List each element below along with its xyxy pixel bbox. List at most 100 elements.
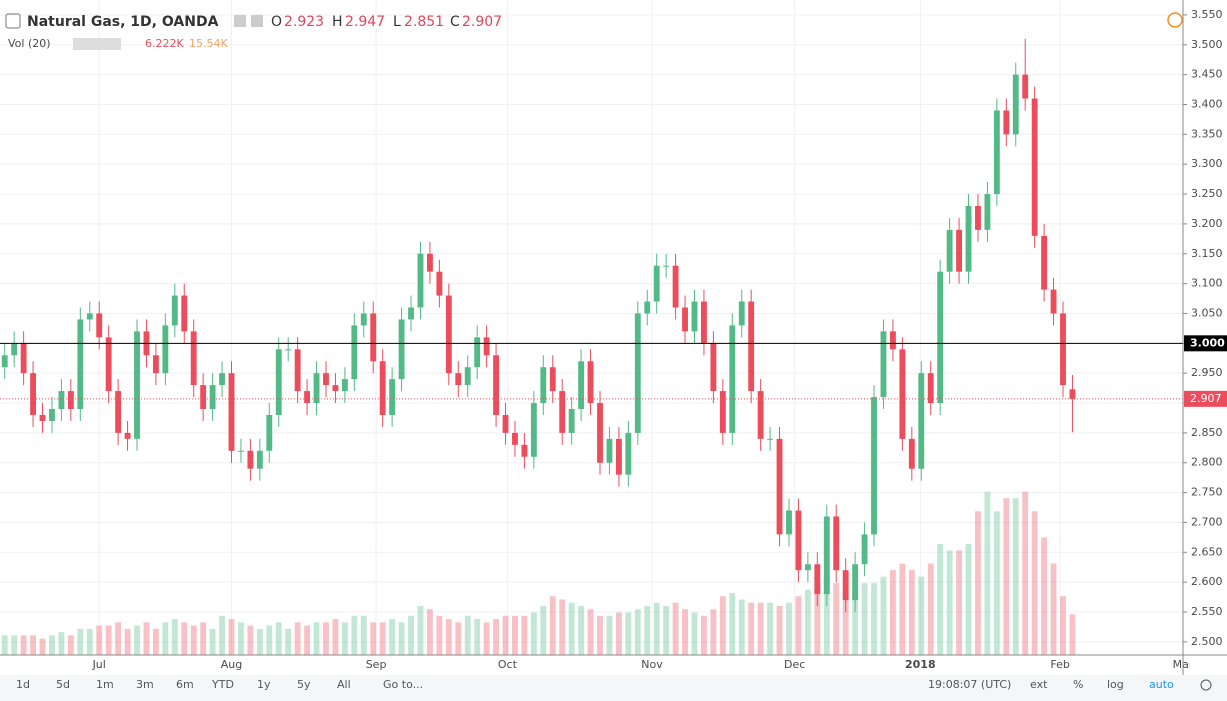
chart-title: Natural Gas, 1D, OANDA	[27, 14, 219, 30]
range-button[interactable]: 3m	[136, 678, 154, 691]
candle-body	[795, 510, 802, 571]
volume-bar	[606, 615, 613, 655]
volume-bar	[984, 491, 991, 655]
ohlc-label: O	[271, 14, 282, 30]
candle-body	[266, 414, 273, 451]
option-button[interactable]: ext	[1030, 678, 1048, 691]
candle-body	[823, 516, 830, 595]
volume-title: Vol (20)	[8, 37, 51, 50]
x-tick-label: Nov	[641, 658, 663, 671]
volume-bar	[748, 602, 755, 655]
volume-bar	[304, 625, 311, 655]
y-tick-label: 2.750	[1191, 486, 1223, 499]
range-button[interactable]: 1m	[96, 678, 114, 691]
volume-bar	[1041, 537, 1048, 655]
settings-icon[interactable]	[234, 15, 246, 27]
volume-bar	[701, 615, 707, 655]
y-tick-label: 2.850	[1191, 426, 1223, 439]
ohlc-value: 2.907	[462, 14, 502, 30]
candle-body	[540, 367, 547, 404]
volume-bar	[474, 619, 481, 655]
volume-bar	[1012, 498, 1019, 655]
volume-bar	[776, 606, 783, 655]
volume-bar	[540, 606, 547, 655]
y-tick-label: 3.250	[1191, 187, 1223, 200]
volume-bar	[908, 570, 915, 655]
range-button[interactable]: 6m	[176, 678, 194, 691]
volume-bar	[663, 606, 670, 655]
candle-body	[672, 265, 679, 308]
candle-body	[1012, 74, 1019, 135]
alert-icon[interactable]	[1167, 12, 1183, 28]
candle-body	[455, 373, 462, 386]
volume-bar	[738, 599, 745, 655]
range-button[interactable]: YTD	[211, 678, 234, 691]
candle-body	[11, 343, 18, 356]
y-tick-label: 3.500	[1191, 38, 1223, 51]
candle-body	[918, 373, 925, 469]
volume-bar	[96, 625, 103, 655]
candle-body	[39, 414, 46, 421]
volume-bar	[389, 619, 396, 655]
range-button[interactable]: 1d	[16, 678, 30, 691]
candle-body	[351, 325, 358, 380]
candle-body	[134, 331, 140, 439]
volume-bar	[464, 615, 471, 655]
y-tick-label: 3.200	[1191, 217, 1223, 230]
volume-bar	[653, 602, 660, 655]
volume-bar	[502, 615, 509, 655]
volume-icons[interactable]	[73, 38, 121, 50]
range-button[interactable]: 5d	[56, 678, 70, 691]
volume-bar	[181, 622, 188, 655]
candle-body	[323, 373, 329, 386]
candle-body	[804, 564, 811, 571]
volume-bar	[58, 632, 65, 655]
candle-body	[748, 301, 755, 392]
volume-bar	[171, 619, 178, 655]
volume-bar	[67, 635, 74, 655]
volume-bar	[323, 622, 329, 655]
range-button[interactable]: 1y	[257, 678, 271, 691]
candle-body	[209, 385, 216, 410]
y-tick-label: 3.050	[1191, 306, 1223, 319]
volume-bar	[927, 563, 934, 655]
volume-bar	[899, 563, 906, 655]
candle-body	[379, 361, 386, 415]
candle-body	[408, 307, 414, 320]
option-button[interactable]: %	[1073, 678, 1083, 691]
candle-body	[663, 265, 670, 267]
volume-bar	[247, 625, 254, 655]
symbol-icon[interactable]	[5, 13, 21, 29]
volume-bar	[786, 602, 792, 655]
volume-bar	[861, 583, 868, 655]
candle-body	[653, 265, 660, 302]
volume-bar	[115, 622, 122, 655]
candle-body	[445, 295, 452, 374]
candle-body	[190, 331, 197, 386]
candle-body	[559, 391, 566, 433]
volume-bar	[49, 635, 55, 655]
range-button[interactable]: All	[337, 678, 351, 691]
volume-bar	[804, 589, 811, 655]
candle-body	[852, 564, 859, 601]
candle-body	[285, 349, 292, 351]
y-tick-label: 3.150	[1191, 247, 1223, 260]
volume-bar	[190, 625, 197, 655]
volume-bar	[634, 609, 641, 655]
y-tick-label: 2.500	[1191, 635, 1223, 648]
ohlc-value: 2.947	[345, 14, 385, 30]
candle-body	[634, 313, 641, 433]
volume-bar	[445, 619, 452, 655]
settings-button[interactable]	[1200, 679, 1212, 691]
volume-bar	[209, 628, 216, 655]
settings-icon[interactable]	[251, 15, 263, 27]
volume-bar	[549, 596, 556, 655]
goto-button[interactable]: Go to...	[383, 678, 423, 691]
candle-body	[275, 349, 282, 415]
option-button[interactable]: auto	[1149, 678, 1174, 691]
range-button[interactable]: 5y	[297, 678, 311, 691]
volume-bar	[644, 606, 651, 655]
x-axis: Jul Aug Sep Oct Nov Dec 2018 Feb Mar	[92, 658, 1190, 671]
option-button[interactable]: log	[1107, 678, 1124, 691]
ohlc-value: 2.851	[404, 14, 444, 30]
